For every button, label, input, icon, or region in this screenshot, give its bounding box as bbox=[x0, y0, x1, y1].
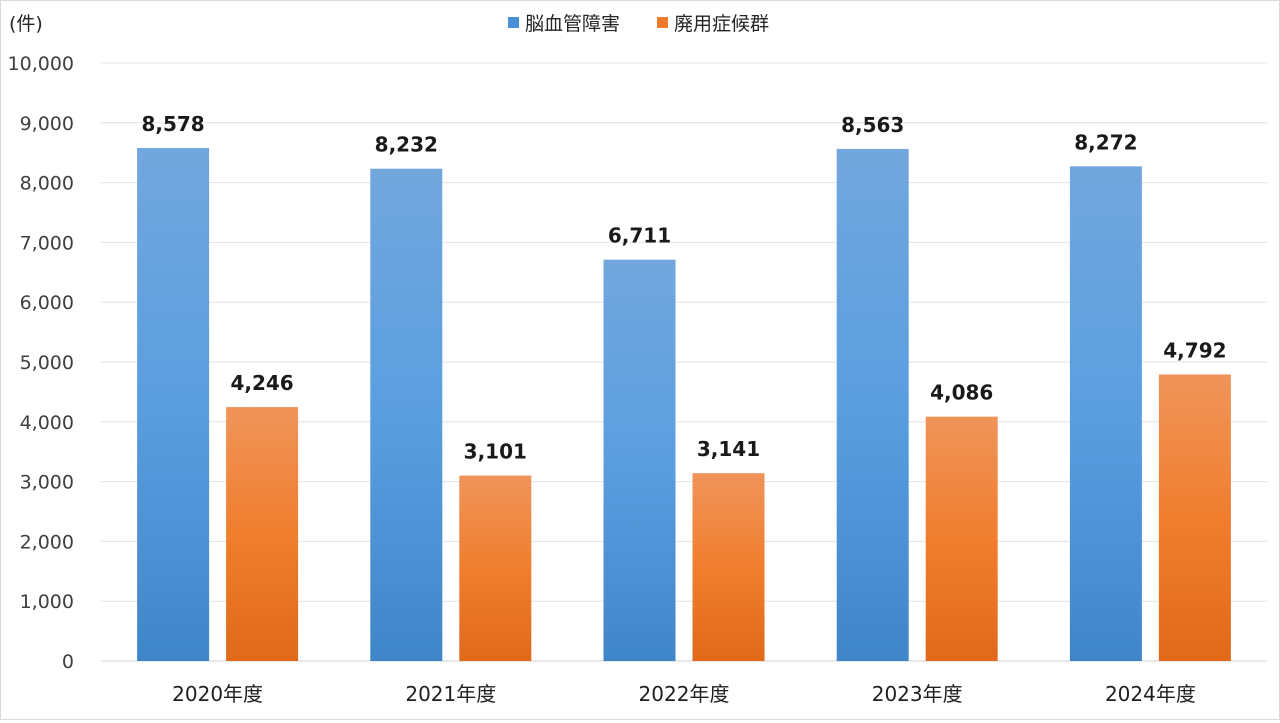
y-tick-label: 6,000 bbox=[20, 292, 74, 314]
legend-label-cerebrovascular: 脳血管障害 bbox=[525, 13, 620, 35]
y-tick-label: 10,000 bbox=[8, 53, 74, 75]
y-tick-label: 3,000 bbox=[20, 472, 74, 494]
data-label: 8,232 bbox=[375, 133, 438, 157]
bar-cerebrovascular bbox=[370, 168, 443, 662]
x-tick-label: 2023年度 bbox=[872, 682, 963, 706]
bar-disuse-syndrome bbox=[925, 416, 998, 661]
x-tick-label: 2020年度 bbox=[172, 682, 263, 706]
data-label: 8,563 bbox=[841, 113, 904, 137]
data-label: 8,272 bbox=[1074, 130, 1137, 154]
y-tick-label: 1,000 bbox=[20, 591, 74, 613]
legend-swatch-disuse-syndrome bbox=[657, 17, 668, 28]
y-tick-label: 9,000 bbox=[20, 113, 74, 135]
legend: 脳血管障害 廃用症候群 bbox=[508, 13, 769, 35]
bar-disuse-syndrome bbox=[692, 473, 765, 661]
x-axis-ticks: 2020年度 2021年度 2022年度 2023年度 2024年度 bbox=[172, 682, 1196, 706]
bar-cerebrovascular bbox=[603, 259, 676, 661]
y-tick-label: 8,000 bbox=[20, 173, 74, 195]
data-label: 3,101 bbox=[464, 440, 527, 464]
bar-cerebrovascular bbox=[1069, 166, 1142, 661]
data-labels: 8,578 4,246 8,232 3,101 6,711 3,141 8,563 4,086… bbox=[141, 112, 1226, 464]
data-label: 4,246 bbox=[230, 371, 293, 395]
x-tick-label: 2022年度 bbox=[639, 682, 730, 706]
data-label: 8,578 bbox=[141, 112, 204, 136]
data-label: 3,141 bbox=[697, 437, 760, 461]
y-tick-label: 4,000 bbox=[20, 412, 74, 434]
bar-disuse-syndrome bbox=[226, 407, 299, 661]
y-tick-label: 0 bbox=[62, 651, 74, 673]
data-label: 4,086 bbox=[930, 381, 993, 405]
bar-cerebrovascular bbox=[137, 148, 210, 662]
bars bbox=[137, 148, 1231, 662]
y-axis-unit-label: (件) bbox=[9, 13, 43, 35]
legend-swatch-cerebrovascular bbox=[508, 17, 519, 28]
legend-label-disuse-syndrome: 廃用症候群 bbox=[674, 13, 769, 35]
data-label: 6,711 bbox=[608, 224, 671, 248]
y-tick-label: 7,000 bbox=[20, 232, 74, 254]
x-tick-label: 2024年度 bbox=[1105, 682, 1196, 706]
y-axis-ticks: 0 1,000 2,000 3,000 4,000 5,000 6,000 7,000 8,00… bbox=[8, 53, 74, 673]
bar-disuse-syndrome bbox=[459, 475, 532, 661]
x-tick-label: 2021年度 bbox=[405, 682, 496, 706]
bar-cerebrovascular bbox=[836, 148, 909, 661]
y-tick-label: 2,000 bbox=[20, 531, 74, 553]
data-label: 4,792 bbox=[1163, 338, 1226, 362]
bar-disuse-syndrome bbox=[1158, 374, 1231, 661]
y-tick-label: 5,000 bbox=[20, 352, 74, 374]
